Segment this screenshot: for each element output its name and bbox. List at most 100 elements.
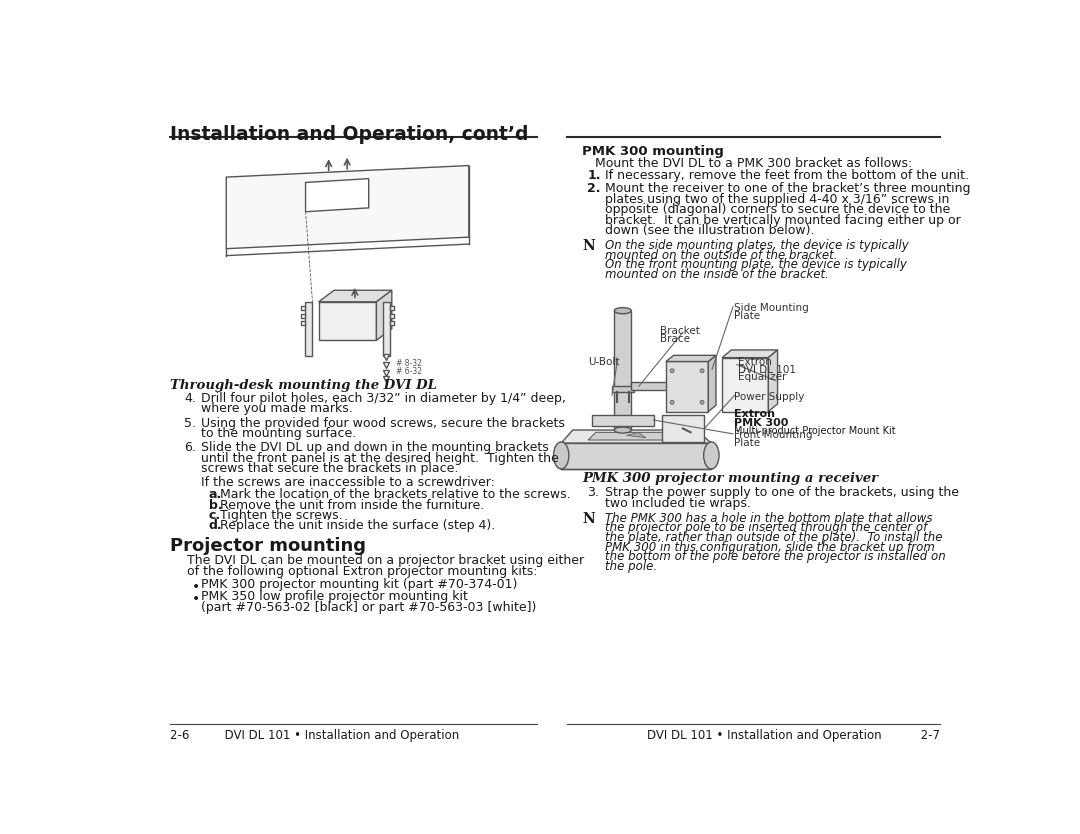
- Polygon shape: [306, 178, 368, 212]
- Ellipse shape: [615, 308, 632, 314]
- Text: Installation and Operation, cont’d: Installation and Operation, cont’d: [170, 125, 528, 143]
- Text: Through-desk mounting the DVI DL: Through-desk mounting the DVI DL: [170, 379, 437, 392]
- Text: PMK 350 low profile projector mounting kit: PMK 350 low profile projector mounting k…: [201, 590, 468, 603]
- Text: On the side mounting plates, the device is typically: On the side mounting plates, the device …: [605, 239, 909, 252]
- Text: PMK 300 projector mounting a receiver: PMK 300 projector mounting a receiver: [582, 472, 878, 485]
- Text: 2-6   DVI DL 101 • Installation and Operation: 2-6 DVI DL 101 • Installation and Operat…: [170, 729, 459, 742]
- Text: Using the provided four wood screws, secure the brackets: Using the provided four wood screws, sec…: [201, 416, 565, 430]
- Text: d.: d.: [208, 520, 222, 532]
- Polygon shape: [562, 443, 712, 469]
- Polygon shape: [592, 414, 653, 426]
- Polygon shape: [666, 355, 716, 361]
- Text: Replace the unit inside the surface (step 4).: Replace the unit inside the surface (ste…: [220, 520, 496, 532]
- Text: mounted on the outside of the bracket.: mounted on the outside of the bracket.: [605, 249, 838, 262]
- Polygon shape: [319, 302, 377, 340]
- Text: Extron: Extron: [739, 357, 772, 367]
- Polygon shape: [319, 290, 392, 302]
- Text: Equalizer: Equalizer: [739, 372, 786, 382]
- Text: b.: b.: [208, 499, 222, 511]
- Text: If the screws are inaccessible to a screwdriver:: If the screws are inaccessible to a scre…: [201, 476, 495, 490]
- Text: Side Mounting: Side Mounting: [734, 303, 809, 313]
- Text: Plate: Plate: [734, 438, 760, 448]
- Text: Mount the DVI DL to a PMK 300 bracket as follows:: Mount the DVI DL to a PMK 300 bracket as…: [595, 157, 913, 170]
- Text: PMK 300 projector mounting kit (part #70-374-01): PMK 300 projector mounting kit (part #70…: [201, 578, 517, 591]
- Bar: [615, 311, 632, 430]
- Text: 6.: 6.: [184, 441, 195, 455]
- Text: N: N: [582, 511, 595, 525]
- Text: On the front mounting plate, the device is typically: On the front mounting plate, the device …: [605, 259, 907, 271]
- Text: Power Supply: Power Supply: [734, 391, 805, 401]
- Ellipse shape: [700, 400, 704, 404]
- Text: The DVI DL can be mounted on a projector bracket using either: The DVI DL can be mounted on a projector…: [187, 555, 584, 567]
- Text: opposite (diagonal) corners to secure the device to the: opposite (diagonal) corners to secure th…: [605, 203, 950, 216]
- Text: DVI DL 101: DVI DL 101: [739, 364, 796, 374]
- Text: Mount the receiver to one of the bracket’s three mounting: Mount the receiver to one of the bracket…: [605, 183, 971, 195]
- Text: screws that secure the brackets in place.: screws that secure the brackets in place…: [201, 462, 458, 475]
- Text: Projector mounting: Projector mounting: [170, 537, 366, 555]
- Text: •: •: [191, 580, 200, 594]
- Text: # 6-32: # 6-32: [396, 367, 422, 375]
- Polygon shape: [666, 361, 708, 411]
- Text: Drill four pilot holes, each 3/32” in diameter by 1/4” deep,: Drill four pilot holes, each 3/32” in di…: [201, 392, 566, 405]
- Ellipse shape: [615, 427, 632, 433]
- Text: PMK 300 in this configuration, slide the bracket up from: PMK 300 in this configuration, slide the…: [605, 540, 935, 554]
- Text: The PMK 300 has a hole in the bottom plate that allows: The PMK 300 has a hole in the bottom pla…: [605, 511, 933, 525]
- Polygon shape: [305, 302, 312, 356]
- Polygon shape: [708, 355, 716, 411]
- Text: to the mounting surface.: to the mounting surface.: [201, 427, 356, 440]
- Polygon shape: [626, 432, 646, 438]
- Polygon shape: [562, 430, 712, 443]
- Polygon shape: [723, 350, 778, 358]
- Text: PMK 300: PMK 300: [734, 418, 788, 428]
- Text: N: N: [582, 239, 595, 253]
- Text: Front Mounting: Front Mounting: [734, 430, 813, 440]
- Text: the bottom of the pole before the projector is installed on: the bottom of the pole before the projec…: [605, 550, 946, 563]
- Text: •: •: [191, 592, 200, 605]
- Bar: [632, 382, 708, 390]
- Text: 5.: 5.: [184, 416, 195, 430]
- Text: (part #70-563-02 [black] or part #70-563-03 [white]): (part #70-563-02 [black] or part #70-563…: [201, 600, 536, 614]
- Polygon shape: [768, 350, 778, 411]
- Polygon shape: [226, 165, 469, 249]
- Text: If necessary, remove the feet from the bottom of the unit.: If necessary, remove the feet from the b…: [605, 169, 969, 182]
- Bar: [612, 386, 634, 392]
- Text: the pole.: the pole.: [605, 560, 658, 573]
- Text: down (see the illustration below).: down (see the illustration below).: [605, 224, 814, 237]
- Text: the plate, rather than outside of the plate).  To install the: the plate, rather than outside of the pl…: [605, 531, 943, 544]
- Ellipse shape: [700, 369, 704, 373]
- Text: of the following optional Extron projector mounting kits:: of the following optional Extron project…: [187, 565, 538, 578]
- Text: Strap the power supply to one of the brackets, using the: Strap the power supply to one of the bra…: [605, 486, 959, 500]
- Polygon shape: [589, 432, 685, 440]
- Text: 3.: 3.: [588, 486, 599, 500]
- Text: where you made marks.: where you made marks.: [201, 402, 352, 415]
- Text: Extron: Extron: [734, 409, 775, 420]
- Text: Plate: Plate: [734, 311, 760, 321]
- Ellipse shape: [704, 442, 719, 469]
- Text: Brace: Brace: [660, 334, 690, 344]
- Text: a.: a.: [208, 488, 221, 501]
- Text: 4.: 4.: [184, 392, 195, 405]
- Text: c.: c.: [208, 509, 220, 522]
- Polygon shape: [662, 415, 704, 442]
- Text: Tighten the screws.: Tighten the screws.: [220, 509, 342, 522]
- Text: # 8-32: # 8-32: [396, 359, 422, 368]
- Text: two included tie wraps.: two included tie wraps.: [605, 496, 751, 510]
- Polygon shape: [723, 358, 768, 411]
- Text: bracket.  It can be vertically mounted facing either up or: bracket. It can be vertically mounted fa…: [605, 214, 961, 227]
- Text: the projector pole to be inserted through the center of: the projector pole to be inserted throug…: [605, 521, 928, 535]
- Text: 1.: 1.: [588, 169, 600, 182]
- Text: until the front panel is at the desired height.  Tighten the: until the front panel is at the desired …: [201, 451, 558, 465]
- Text: Bracket: Bracket: [660, 326, 700, 336]
- Text: PMK 300 mounting: PMK 300 mounting: [582, 145, 724, 158]
- Text: Remove the unit from inside the furniture.: Remove the unit from inside the furnitur…: [220, 499, 484, 511]
- Text: U-Bolt: U-Bolt: [589, 357, 620, 367]
- Polygon shape: [377, 290, 392, 340]
- Text: Mark the location of the brackets relative to the screws.: Mark the location of the brackets relati…: [220, 488, 570, 501]
- Text: plates using two of the supplied 4-40 x 3/16” screws in: plates using two of the supplied 4-40 x …: [605, 193, 949, 206]
- Polygon shape: [382, 302, 390, 356]
- Ellipse shape: [554, 442, 569, 469]
- Text: DVI DL 101 • Installation and Operation    2-7: DVI DL 101 • Installation and Operation …: [647, 729, 940, 742]
- Ellipse shape: [671, 369, 674, 373]
- Text: Slide the DVI DL up and down in the mounting brackets: Slide the DVI DL up and down in the moun…: [201, 441, 549, 455]
- Text: 2.: 2.: [588, 183, 600, 195]
